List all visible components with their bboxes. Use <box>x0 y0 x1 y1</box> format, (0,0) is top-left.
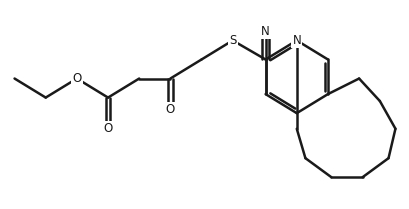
Text: N: N <box>292 34 300 47</box>
Text: N: N <box>261 25 269 38</box>
Text: S: S <box>229 34 236 47</box>
Text: O: O <box>165 103 175 116</box>
Text: O: O <box>103 122 112 135</box>
Text: O: O <box>72 72 81 85</box>
